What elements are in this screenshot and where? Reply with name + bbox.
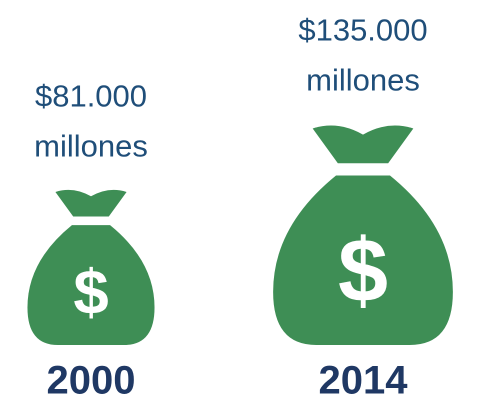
bag-symbol: $ bbox=[73, 257, 108, 328]
unit-label: millones bbox=[306, 62, 420, 97]
value-label: $81.000 bbox=[35, 78, 147, 113]
bag-tie bbox=[55, 189, 127, 217]
category-label: 2000 bbox=[47, 359, 136, 403]
bag-body bbox=[273, 175, 453, 345]
bag-symbol: $ bbox=[338, 221, 388, 321]
bag-body bbox=[27, 225, 155, 345]
bag-tie bbox=[312, 125, 414, 164]
category-label: 2014 bbox=[319, 359, 409, 403]
unit-label: millones bbox=[34, 128, 148, 163]
money-bag bbox=[27, 189, 155, 345]
value-label: $135.000 bbox=[298, 12, 427, 47]
money-bag bbox=[273, 125, 453, 345]
